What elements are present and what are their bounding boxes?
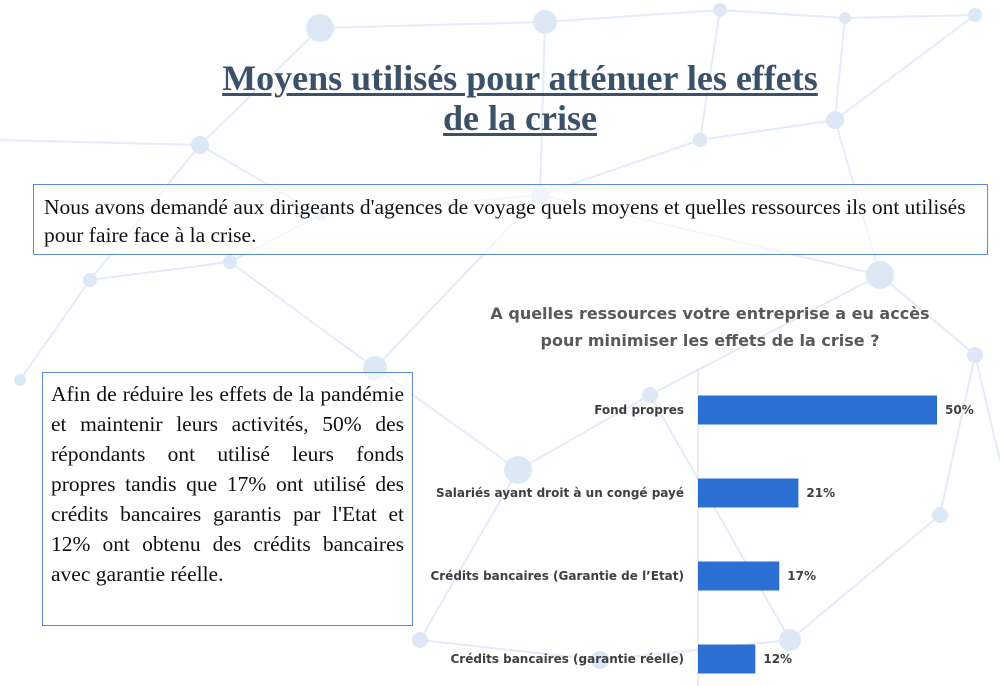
bar-2 xyxy=(698,478,799,508)
value-label-4: 12% xyxy=(763,652,792,666)
bar-4 xyxy=(698,644,756,674)
intro-text-box: Nous avons demandé aux dirigeants d'agen… xyxy=(33,184,988,255)
bar-1 xyxy=(698,395,937,425)
page-title: Moyens utilisés pour atténuer les effets… xyxy=(120,58,920,138)
summary-text: Afin de réduire les effets de la pandémi… xyxy=(51,382,404,586)
category-label-4: Crédits bancaires (garantie réelle) xyxy=(451,652,685,666)
value-label-1: 50% xyxy=(945,403,974,417)
value-label-3: 17% xyxy=(787,569,816,583)
category-label-2: Salariés ayant droit à un congé payé xyxy=(436,486,684,500)
chart-title-line-2: pour minimiser les effets de la crise ? xyxy=(540,331,880,350)
value-label-2: 21% xyxy=(806,486,835,500)
chart-title: A quelles ressources votre entreprise a … xyxy=(450,300,970,354)
chart-title-line-1: A quelles ressources votre entreprise a … xyxy=(490,304,930,323)
bar-3 xyxy=(698,561,780,591)
category-label-1: Fond propres xyxy=(594,403,684,417)
page-title-line-2: de la crise xyxy=(443,98,597,138)
category-label-3: Crédits bancaires (Garantie de l’Etat) xyxy=(430,569,684,583)
bar-chart: Fond propres 50% Salariés ayant droit à un… xyxy=(430,369,974,686)
intro-text: Nous avons demandé aux dirigeants d'agen… xyxy=(44,195,966,247)
summary-text-box: Afin de réduire les effets de la pandémi… xyxy=(42,372,413,626)
page-title-line-1: Moyens utilisés pour atténuer les effets xyxy=(222,58,818,98)
